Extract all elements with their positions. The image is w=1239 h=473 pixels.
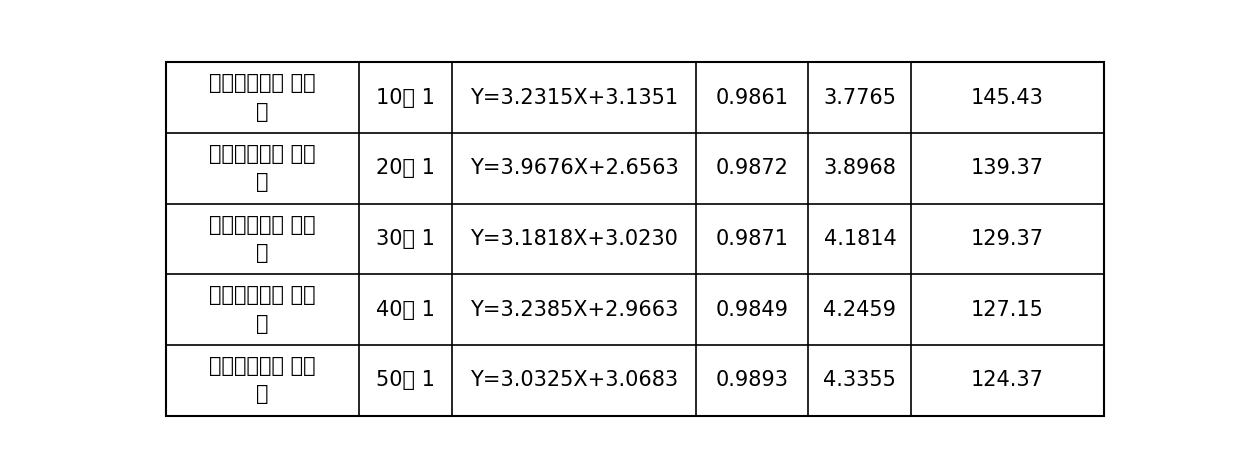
Text: 124.37: 124.37 bbox=[971, 370, 1044, 390]
Text: 50： 1: 50： 1 bbox=[375, 370, 435, 390]
Text: Y=3.9676X+2.6563: Y=3.9676X+2.6563 bbox=[470, 158, 679, 178]
Text: 4.2459: 4.2459 bbox=[824, 299, 896, 320]
Text: 鈐: 鈐 bbox=[256, 314, 269, 333]
Text: Y=3.2385X+2.9663: Y=3.2385X+2.9663 bbox=[470, 299, 678, 320]
Text: 145.43: 145.43 bbox=[971, 88, 1044, 107]
Text: 30： 1: 30： 1 bbox=[375, 229, 435, 249]
Text: Y=3.0325X+3.0683: Y=3.0325X+3.0683 bbox=[470, 370, 678, 390]
Text: 20： 1: 20： 1 bbox=[375, 158, 435, 178]
Text: 鈐: 鈐 bbox=[256, 243, 269, 263]
Text: 139.37: 139.37 bbox=[971, 158, 1044, 178]
Text: 氟醉菌酰胺： 喇菌: 氟醉菌酰胺： 喇菌 bbox=[209, 356, 316, 376]
Text: 129.37: 129.37 bbox=[971, 229, 1044, 249]
Text: 40： 1: 40： 1 bbox=[375, 299, 435, 320]
Text: 氟醉菌酰胺： 喇菌: 氟醉菌酰胺： 喇菌 bbox=[209, 285, 316, 306]
Text: 氟醉菌酰胺： 喇菌: 氟醉菌酰胺： 喇菌 bbox=[209, 215, 316, 235]
Text: 10： 1: 10： 1 bbox=[375, 88, 435, 107]
Text: 0.9893: 0.9893 bbox=[716, 370, 789, 390]
Text: 3.7765: 3.7765 bbox=[824, 88, 896, 107]
Text: 3.8968: 3.8968 bbox=[824, 158, 896, 178]
Text: Y=3.1818X+3.0230: Y=3.1818X+3.0230 bbox=[470, 229, 678, 249]
Text: 0.9861: 0.9861 bbox=[716, 88, 789, 107]
Text: 127.15: 127.15 bbox=[971, 299, 1044, 320]
Text: 鈐: 鈐 bbox=[256, 102, 269, 122]
Text: 4.1814: 4.1814 bbox=[824, 229, 896, 249]
Text: 0.9872: 0.9872 bbox=[716, 158, 788, 178]
Text: 氟醉菌酰胺： 喇菌: 氟醉菌酰胺： 喇菌 bbox=[209, 73, 316, 94]
Text: Y=3.2315X+3.1351: Y=3.2315X+3.1351 bbox=[470, 88, 678, 107]
Text: 0.9849: 0.9849 bbox=[716, 299, 789, 320]
Text: 鈐: 鈐 bbox=[256, 172, 269, 193]
Text: 0.9871: 0.9871 bbox=[716, 229, 788, 249]
Text: 4.3355: 4.3355 bbox=[824, 370, 896, 390]
Text: 鈐: 鈐 bbox=[256, 384, 269, 404]
Text: 氟醉菌酰胺： 喇菌: 氟醉菌酰胺： 喇菌 bbox=[209, 144, 316, 164]
